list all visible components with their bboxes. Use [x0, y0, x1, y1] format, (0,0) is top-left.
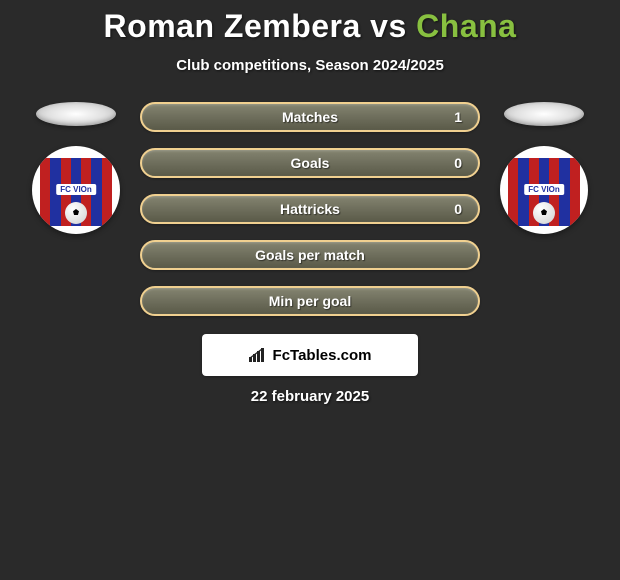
- badge-label-right: FC VIOn: [524, 184, 564, 195]
- stat-row-min-per-goal: Min per goal: [140, 286, 480, 316]
- stat-label: Goals per match: [255, 247, 365, 263]
- brand-box: FcTables.com: [202, 334, 418, 376]
- soccer-ball-icon: [65, 202, 87, 224]
- right-column: FC VIOn: [500, 102, 588, 234]
- stat-value-right: 0: [450, 201, 462, 217]
- infographic-root: Roman Zembera vs Chana Club competitions…: [0, 0, 620, 405]
- stat-label: Matches: [282, 109, 338, 125]
- stat-label: Hattricks: [280, 201, 340, 217]
- subtitle: Club competitions, Season 2024/2025: [0, 57, 620, 74]
- player-left-ellipse: [36, 102, 116, 126]
- stats-column: Matches 1 Goals 0 Hattricks 0 Goals per …: [140, 102, 480, 316]
- stat-row-matches: Matches 1: [140, 102, 480, 132]
- stat-label: Min per goal: [269, 293, 351, 309]
- title-opponent: Chana: [416, 8, 516, 44]
- page-title: Roman Zembera vs Chana: [0, 8, 620, 45]
- stat-row-hattricks: Hattricks 0: [140, 194, 480, 224]
- date-text: 22 february 2025: [0, 388, 620, 405]
- club-badge-right: FC VIOn: [500, 146, 588, 234]
- title-player: Roman Zembera vs: [104, 8, 417, 44]
- brand-text: FcTables.com: [273, 347, 372, 364]
- stat-value-right: 0: [450, 155, 462, 171]
- bar-chart-icon: [249, 348, 267, 362]
- left-column: FC VIOn: [32, 102, 120, 234]
- badge-label-left: FC VIOn: [56, 184, 96, 195]
- stat-label: Goals: [291, 155, 330, 171]
- player-right-ellipse: [504, 102, 584, 126]
- club-badge-left: FC VIOn: [32, 146, 120, 234]
- stat-value-right: 1: [450, 109, 462, 125]
- stat-row-goals: Goals 0: [140, 148, 480, 178]
- stat-row-goals-per-match: Goals per match: [140, 240, 480, 270]
- soccer-ball-icon: [533, 202, 555, 224]
- main-row: FC VIOn Matches 1 Goals 0 Hattricks 0: [0, 102, 620, 316]
